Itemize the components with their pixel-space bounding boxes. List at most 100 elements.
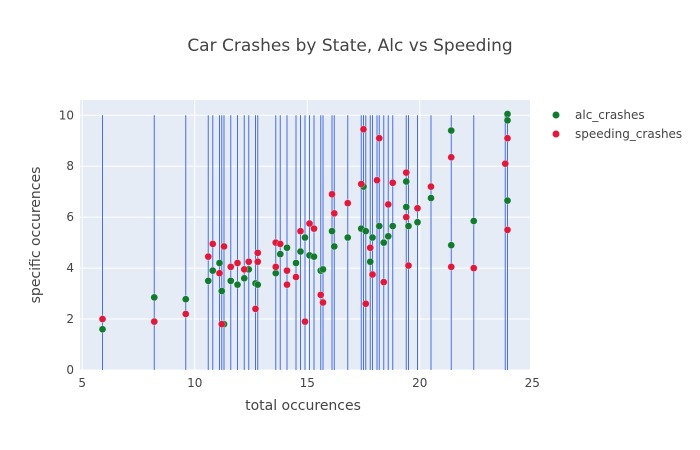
point-speeding-crashes[interactable] <box>182 310 190 318</box>
point-alc-crashes[interactable] <box>227 277 235 285</box>
point-alc-crashes[interactable] <box>344 233 352 242</box>
point-alc-crashes[interactable] <box>503 110 512 118</box>
point-speeding-crashes[interactable] <box>215 269 224 277</box>
point-alc-crashes[interactable] <box>301 233 309 242</box>
point-alc-crashes[interactable] <box>218 287 226 295</box>
point-speeding-crashes[interactable] <box>227 263 235 271</box>
point-alc-crashes[interactable] <box>384 232 392 240</box>
point-speeding-crashes[interactable] <box>413 204 422 212</box>
point-speeding-crashes[interactable] <box>276 240 284 248</box>
point-speeding-crashes[interactable] <box>305 219 314 228</box>
point-speeding-crashes[interactable] <box>373 176 381 184</box>
point-alc-crashes[interactable] <box>283 244 291 252</box>
point-speeding-crashes[interactable] <box>389 179 397 187</box>
point-speeding-crashes[interactable] <box>245 258 253 266</box>
point-alc-crashes[interactable] <box>254 281 262 289</box>
point-speeding-crashes[interactable] <box>470 264 478 272</box>
point-speeding-crashes[interactable] <box>359 125 368 133</box>
point-speeding-crashes[interactable] <box>98 315 107 323</box>
point-speeding-crashes[interactable] <box>209 240 217 248</box>
point-speeding-crashes[interactable] <box>384 200 392 209</box>
point-speeding-crashes[interactable] <box>362 300 370 308</box>
point-alc-crashes[interactable] <box>503 196 512 205</box>
point-speeding-crashes[interactable] <box>251 305 260 313</box>
chart-title: Car Crashes by State, Alc vs Speeding <box>187 36 512 56</box>
point-alc-crashes[interactable] <box>503 116 512 125</box>
point-speeding-crashes[interactable] <box>366 244 374 252</box>
point-speeding-crashes[interactable] <box>218 320 226 328</box>
x-tick-label: 25 <box>525 376 540 390</box>
point-alc-crashes[interactable] <box>276 250 284 258</box>
point-speeding-crashes[interactable] <box>240 265 248 274</box>
point-alc-crashes[interactable] <box>380 238 388 247</box>
point-speeding-crashes[interactable] <box>357 180 365 188</box>
point-speeding-crashes[interactable] <box>501 160 509 168</box>
point-alc-crashes[interactable] <box>98 325 107 333</box>
point-speeding-crashes[interactable] <box>404 261 413 270</box>
point-alc-crashes[interactable] <box>375 222 383 230</box>
data-points <box>98 110 512 333</box>
point-alc-crashes[interactable] <box>330 242 338 251</box>
point-speeding-crashes[interactable] <box>301 317 309 326</box>
point-speeding-crashes[interactable] <box>233 259 242 267</box>
point-speeding-crashes[interactable] <box>272 263 280 271</box>
point-alc-crashes[interactable] <box>404 222 413 230</box>
point-speeding-crashes[interactable] <box>368 270 377 279</box>
point-alc-crashes[interactable] <box>209 267 217 275</box>
point-alc-crashes[interactable] <box>233 281 242 289</box>
point-speeding-crashes[interactable] <box>204 253 212 261</box>
point-alc-crashes[interactable] <box>413 218 422 226</box>
point-speeding-crashes[interactable] <box>328 190 336 198</box>
point-alc-crashes[interactable] <box>366 258 374 266</box>
point-alc-crashes[interactable] <box>319 265 327 274</box>
point-alc-crashes[interactable] <box>310 253 318 261</box>
point-speeding-crashes[interactable] <box>283 281 291 289</box>
point-alc-crashes[interactable] <box>368 233 377 242</box>
point-alc-crashes[interactable] <box>447 241 455 249</box>
point-alc-crashes[interactable] <box>328 227 336 235</box>
point-alc-crashes[interactable] <box>182 295 190 303</box>
point-speeding-crashes[interactable] <box>503 226 512 234</box>
point-speeding-crashes[interactable] <box>447 153 455 161</box>
point-alc-crashes[interactable] <box>292 259 300 267</box>
point-speeding-crashes[interactable] <box>310 224 318 233</box>
point-alc-crashes[interactable] <box>470 217 478 225</box>
legend[interactable]: alc_crashes speeding_crashes <box>552 108 683 141</box>
point-alc-crashes[interactable] <box>447 126 455 135</box>
point-alc-crashes[interactable] <box>215 259 224 267</box>
point-alc-crashes[interactable] <box>402 203 410 211</box>
point-speeding-crashes[interactable] <box>503 134 512 142</box>
y-tick-label: 8 <box>66 159 74 173</box>
point-speeding-crashes[interactable] <box>254 258 262 266</box>
point-alc-crashes[interactable] <box>402 177 410 186</box>
point-speeding-crashes[interactable] <box>375 134 383 142</box>
point-speeding-crashes[interactable] <box>220 242 228 251</box>
point-speeding-crashes[interactable] <box>380 278 388 286</box>
point-speeding-crashes[interactable] <box>317 291 325 299</box>
legend-item-alc[interactable]: alc_crashes <box>552 108 645 122</box>
point-alc-crashes[interactable] <box>389 222 397 230</box>
x-tick-label: 10 <box>187 376 202 390</box>
point-alc-crashes[interactable] <box>427 194 435 202</box>
point-speeding-crashes[interactable] <box>296 227 305 235</box>
point-speeding-crashes[interactable] <box>283 267 291 275</box>
point-speeding-crashes[interactable] <box>402 213 410 221</box>
point-alc-crashes[interactable] <box>240 274 248 282</box>
point-speeding-crashes[interactable] <box>344 199 352 207</box>
point-speeding-crashes[interactable] <box>319 298 327 307</box>
point-speeding-crashes[interactable] <box>402 168 410 177</box>
point-speeding-crashes[interactable] <box>292 273 300 281</box>
point-alc-crashes[interactable] <box>272 269 280 277</box>
point-speeding-crashes[interactable] <box>427 182 435 191</box>
point-speeding-crashes[interactable] <box>447 263 455 271</box>
y-tick-labels: 0 2 4 6 8 10 <box>59 108 74 377</box>
point-speeding-crashes[interactable] <box>254 249 262 257</box>
point-alc-crashes[interactable] <box>204 277 212 285</box>
legend-item-speeding[interactable]: speeding_crashes <box>552 127 683 141</box>
point-alc-crashes[interactable] <box>150 293 158 302</box>
point-speeding-crashes[interactable] <box>150 317 158 326</box>
point-alc-crashes[interactable] <box>362 227 370 235</box>
total-lines <box>102 115 508 370</box>
point-speeding-crashes[interactable] <box>330 209 338 217</box>
point-alc-crashes[interactable] <box>296 247 305 256</box>
